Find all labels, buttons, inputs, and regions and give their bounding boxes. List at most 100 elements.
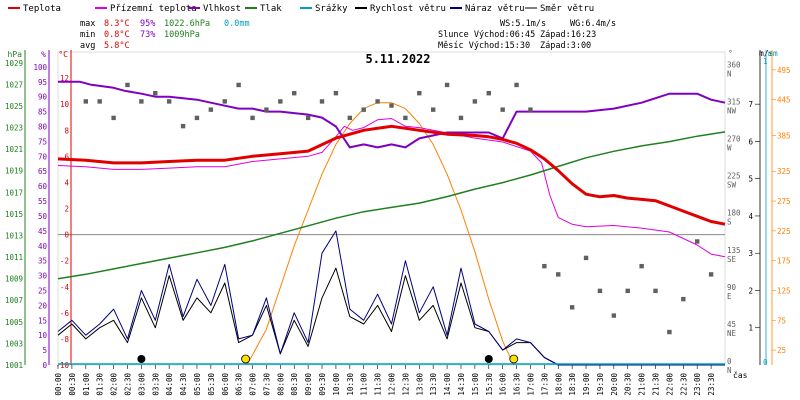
rad-tick-label: 385 <box>777 131 791 140</box>
x-tick-label: 08:30 <box>290 373 299 396</box>
press-axis-unit: hPa <box>8 50 23 59</box>
rain-tick-label: 0 <box>763 358 768 367</box>
x-tick-label: 17:00 <box>526 373 535 396</box>
hum-tick-label: 75 <box>38 137 47 146</box>
dir-axis-unit: ° <box>728 49 733 58</box>
wind-direction-point <box>597 288 603 294</box>
wind-direction-point <box>625 288 630 294</box>
x-tick-label: 03:30 <box>151 373 160 396</box>
press-tick-label: 1029 <box>5 59 23 68</box>
x-tick-label: 11:30 <box>374 373 383 396</box>
wind-direction-point <box>542 263 547 269</box>
x-tick-label: 22:30 <box>679 373 688 396</box>
wind-direction-point <box>653 288 658 294</box>
hum-tick-label: 40 <box>38 242 48 251</box>
x-tick-label: 21:00 <box>638 373 647 396</box>
x-tick-label: 17:30 <box>540 373 549 396</box>
temp-tick-label: 0 <box>64 231 69 240</box>
temp-tick-label: 6 <box>64 152 69 161</box>
x-tick-label: 20:30 <box>624 373 633 396</box>
press-tick-label: 1027 <box>5 80 23 89</box>
dir-tick-label: SW <box>727 181 737 190</box>
stat-sun: Slunce Východ:06:45 <box>438 30 535 40</box>
wind-tick-label: 1 <box>748 324 753 333</box>
x-tick-label: 12:00 <box>388 373 397 396</box>
x-tick-label: 22:00 <box>665 373 674 396</box>
temp-tick-label: 4 <box>64 178 69 187</box>
hum-tick-label: 55 <box>38 197 47 206</box>
x-tick-label: 13:30 <box>429 373 438 396</box>
hum-tick-label: 35 <box>38 257 47 266</box>
wind-tick-label: 4 <box>748 212 753 221</box>
x-tick-label: 01:00 <box>82 373 91 396</box>
plot-area <box>57 80 726 366</box>
wind-tick-label: 6 <box>748 137 753 146</box>
legend-label: Teplota <box>23 4 61 14</box>
wind-direction-point <box>569 305 575 310</box>
dir-tick-label: NW <box>727 107 737 116</box>
stat-max-hum: 95% <box>140 19 155 29</box>
hum-tick-label: 15 <box>38 316 47 325</box>
stat-min-press: 1009hPa <box>164 30 200 40</box>
stat-max-press: 1022.6hPa <box>164 19 210 29</box>
press-tick-label: 1017 <box>5 188 23 197</box>
wind-tick-label: 2 <box>748 286 753 295</box>
sun-marker-icon <box>509 354 519 364</box>
x-tick-label: 09:30 <box>318 373 327 396</box>
stat-max-temp: 8.3°C <box>104 19 130 29</box>
wind-direction-point <box>486 90 491 96</box>
hum-tick-label: 85 <box>38 108 47 117</box>
moon-marker-icon <box>484 355 493 363</box>
x-tick-label: 07:30 <box>262 373 271 396</box>
wind-tick-label: 3 <box>748 249 753 258</box>
wind-direction-point <box>583 255 589 261</box>
x-tick-label: 23:30 <box>707 373 716 396</box>
hum-tick-label: 95 <box>38 78 47 87</box>
press-tick-label: 1019 <box>5 167 23 176</box>
stat-min-hum: 73% <box>140 30 155 40</box>
sun-marker-icon <box>241 354 250 364</box>
x-tick-label: 08:00 <box>276 373 285 396</box>
x-tick-label: 03:00 <box>137 373 146 396</box>
wind-direction-point <box>681 296 686 302</box>
dir-tick-value: 360 <box>727 60 741 69</box>
temp-tick-label: -10 <box>55 361 69 370</box>
stat-max-label: max <box>80 19 95 29</box>
stat-avg-temp: 5.8°C <box>104 41 130 51</box>
stat-moon-set: Západ:3:00 <box>540 41 591 51</box>
wind-direction-point <box>305 115 311 121</box>
legend-label: Náraz větru <box>465 4 525 14</box>
x-tick-label: 12:30 <box>401 373 410 396</box>
temp-tick-label: -4 <box>60 283 70 292</box>
stat-min-label: min <box>80 30 95 40</box>
wind-direction-point <box>472 99 478 104</box>
x-tick-label: 16:30 <box>513 373 522 396</box>
hum-tick-label: 10 <box>38 331 48 340</box>
x-tick-label: 20:00 <box>610 373 619 396</box>
wind-direction-point <box>125 82 130 88</box>
stat-max-rain: 0.0mm <box>224 19 250 29</box>
wind-direction-point <box>153 90 158 96</box>
stat-min-temp: 0.8°C <box>104 30 130 40</box>
hum-axis-unit: % <box>41 50 46 59</box>
x-tick-label: 05:00 <box>193 373 202 396</box>
wind-direction-point <box>139 99 144 104</box>
hum-tick-label: 25 <box>38 286 47 295</box>
wind-direction-point <box>375 99 380 104</box>
wind-direction-point <box>264 107 269 112</box>
x-tick-label: 18:00 <box>554 373 563 396</box>
wind-direction-point <box>319 99 325 104</box>
legend-label: Směr větru <box>540 4 594 14</box>
rad-tick-label: 225 <box>777 227 791 236</box>
dir-tick-value: 225 <box>727 172 741 181</box>
wind-direction-point <box>500 107 505 112</box>
dir-tick-label: E <box>727 292 732 301</box>
naraz-vetru-line <box>57 230 725 366</box>
wind-tick-label: 5 <box>748 175 753 184</box>
rychlost-vetru-line <box>57 267 725 366</box>
x-tick-label: 16:00 <box>499 373 508 396</box>
hum-tick-label: 70 <box>38 152 48 161</box>
hum-tick-label: 50 <box>38 212 48 221</box>
stat-gust: WG:6.4m/s <box>570 19 616 29</box>
